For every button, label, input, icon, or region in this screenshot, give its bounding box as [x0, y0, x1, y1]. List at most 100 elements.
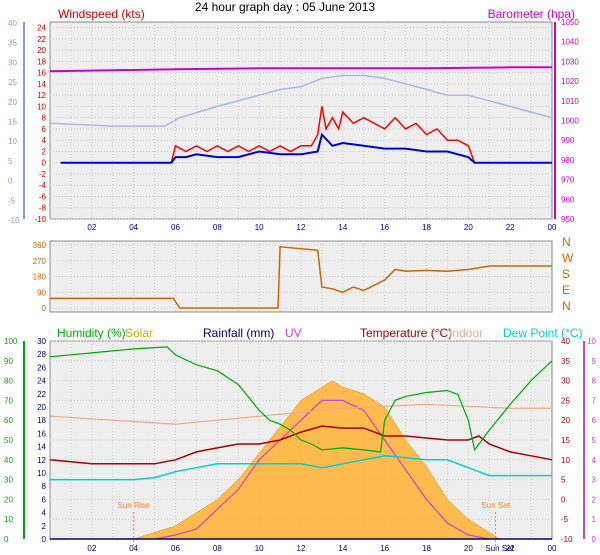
- baro-tick-label: 960: [561, 195, 575, 204]
- uv-tick-label: 0: [592, 535, 597, 544]
- wind-tick-label: 4: [42, 136, 47, 145]
- bg-tick-label: 10: [8, 137, 17, 146]
- rainfall-tick-label: 24: [37, 377, 46, 386]
- wind-baro-panel: Windspeed (kts) Barometer (hpa) 24222018…: [8, 7, 579, 232]
- legend-label: Humidity (%): [57, 326, 126, 340]
- rainfall-tick-label: 2: [42, 522, 47, 531]
- uv-tick-label: 7: [592, 396, 597, 405]
- x-tick-label: 20: [464, 223, 473, 232]
- baro-tick-label: 1000: [561, 117, 579, 126]
- compass-label: E: [562, 283, 570, 297]
- rainfall-tick-label: 8: [42, 482, 47, 491]
- uv-tick-label: 2: [592, 495, 597, 504]
- wind-tick-label: -4: [39, 181, 47, 190]
- wind-tick-label: -10: [34, 215, 46, 224]
- x-tick-label: 08: [213, 544, 222, 553]
- barometer-legend: Barometer (hpa): [488, 7, 575, 21]
- x-tick-label: 00: [548, 544, 557, 553]
- dewpoint-line: [50, 455, 552, 481]
- temp-tick-label: 10: [561, 456, 570, 465]
- wind-tick-label: 2: [42, 147, 47, 156]
- humidity-tick-label: 100: [4, 337, 18, 346]
- rainfall-tick-label: 30: [37, 337, 46, 346]
- temp-tick-label: 40: [561, 337, 570, 346]
- baro-tick-label: 1050: [561, 18, 579, 27]
- compass-label: N: [562, 299, 571, 313]
- sunset-label: Sun Set: [481, 501, 510, 510]
- humidity-tick-label: 80: [4, 377, 13, 386]
- direction-tick-label: 90: [37, 288, 46, 297]
- sunset-axis-label: Sun Set: [485, 544, 514, 553]
- x-tick-label: 20: [464, 544, 473, 553]
- wind-tick-label: 8: [42, 114, 47, 123]
- humidity-tick-label: 50: [4, 436, 13, 445]
- indoor-line: [49, 403, 552, 425]
- wind-tick-label: 0: [42, 159, 47, 168]
- x-tick-label: 02: [87, 223, 96, 232]
- humidity-tick-label: 30: [4, 476, 13, 485]
- legend-label: Rainfall (mm): [203, 326, 274, 340]
- wind-panel-bg: [49, 21, 553, 220]
- legend-label: Indoor: [449, 326, 483, 340]
- baro-tick-label: 990: [561, 136, 575, 145]
- wind-tick-label: 22: [37, 35, 46, 44]
- x-tick-label: 16: [380, 544, 389, 553]
- compass-label: N: [562, 235, 571, 249]
- x-tick-label: 04: [129, 544, 138, 553]
- wind-tick-label: 18: [37, 57, 46, 66]
- wind-avg-line: [60, 132, 552, 164]
- baro-tick-label: 1040: [561, 38, 579, 47]
- compass-label: W: [562, 251, 574, 265]
- x-tick-label: 06: [171, 223, 180, 232]
- baro-tick-label: 970: [561, 176, 575, 185]
- humidity-line: [49, 346, 553, 453]
- wind-tick-label: 10: [37, 102, 46, 111]
- uv-tick-label: 6: [592, 416, 597, 425]
- temp-tick-label: 35: [561, 357, 570, 366]
- humidity-tick-label: 90: [4, 357, 13, 366]
- x-tick-label: 14: [338, 223, 347, 232]
- bg-tick-label: -10: [8, 216, 20, 225]
- wind-tick-label: -8: [39, 204, 47, 213]
- uv-line: [154, 399, 490, 540]
- rainfall-tick-label: 28: [37, 350, 46, 359]
- baro-tick-label: 980: [561, 156, 575, 165]
- x-tick-label: 02: [87, 544, 96, 553]
- page-title: 24 hour graph day : 05 June 2013: [195, 0, 375, 14]
- legend-label: Dew Point (°C): [503, 326, 582, 340]
- temp-tick-label: -10: [561, 535, 573, 544]
- temp-humidity-panel: Humidity (%) Solar Rainfall (mm) UV Temperat…: [4, 326, 597, 553]
- humidity-tick-label: 10: [4, 515, 13, 524]
- temp-tick-label: 0: [561, 495, 566, 504]
- bg-tick-label: 40: [8, 19, 17, 28]
- humidity-tick-label: 20: [4, 495, 13, 504]
- x-tick-label: 12: [297, 544, 306, 553]
- background-trace: [49, 74, 553, 127]
- windspeed-legend: Windspeed (kts): [58, 7, 145, 21]
- uv-tick-label: 8: [592, 377, 597, 386]
- humidity-tick-label: 60: [4, 416, 13, 425]
- bg-tick-label: 15: [8, 118, 17, 127]
- barometer-line: [49, 66, 552, 73]
- wind-direction-line: [50, 245, 552, 309]
- uv-tick-label: 9: [592, 357, 597, 366]
- direction-tick-label: 270: [33, 257, 47, 266]
- x-tick-label: 12: [297, 223, 306, 232]
- baro-tick-label: 1020: [561, 77, 579, 86]
- rainfall-tick-label: 20: [37, 403, 46, 412]
- direction-tick-label: 180: [33, 273, 47, 282]
- rainfall-tick-label: 12: [37, 456, 46, 465]
- humidity-tick-label: 0: [4, 535, 9, 544]
- uv-tick-label: 10: [587, 337, 596, 346]
- bg-tick-label: 20: [8, 98, 17, 107]
- humidity-tick-label: 70: [4, 396, 13, 405]
- temp-tick-label: 25: [561, 396, 570, 405]
- legend-label: Solar: [125, 326, 153, 340]
- x-tick-label: 22: [506, 223, 515, 232]
- rainfall-tick-label: 26: [37, 363, 46, 372]
- temp-tick-label: 5: [561, 476, 566, 485]
- x-tick-label: 18: [422, 544, 431, 553]
- x-tick-label: 10: [255, 544, 264, 553]
- temp-tick-label: 30: [561, 377, 570, 386]
